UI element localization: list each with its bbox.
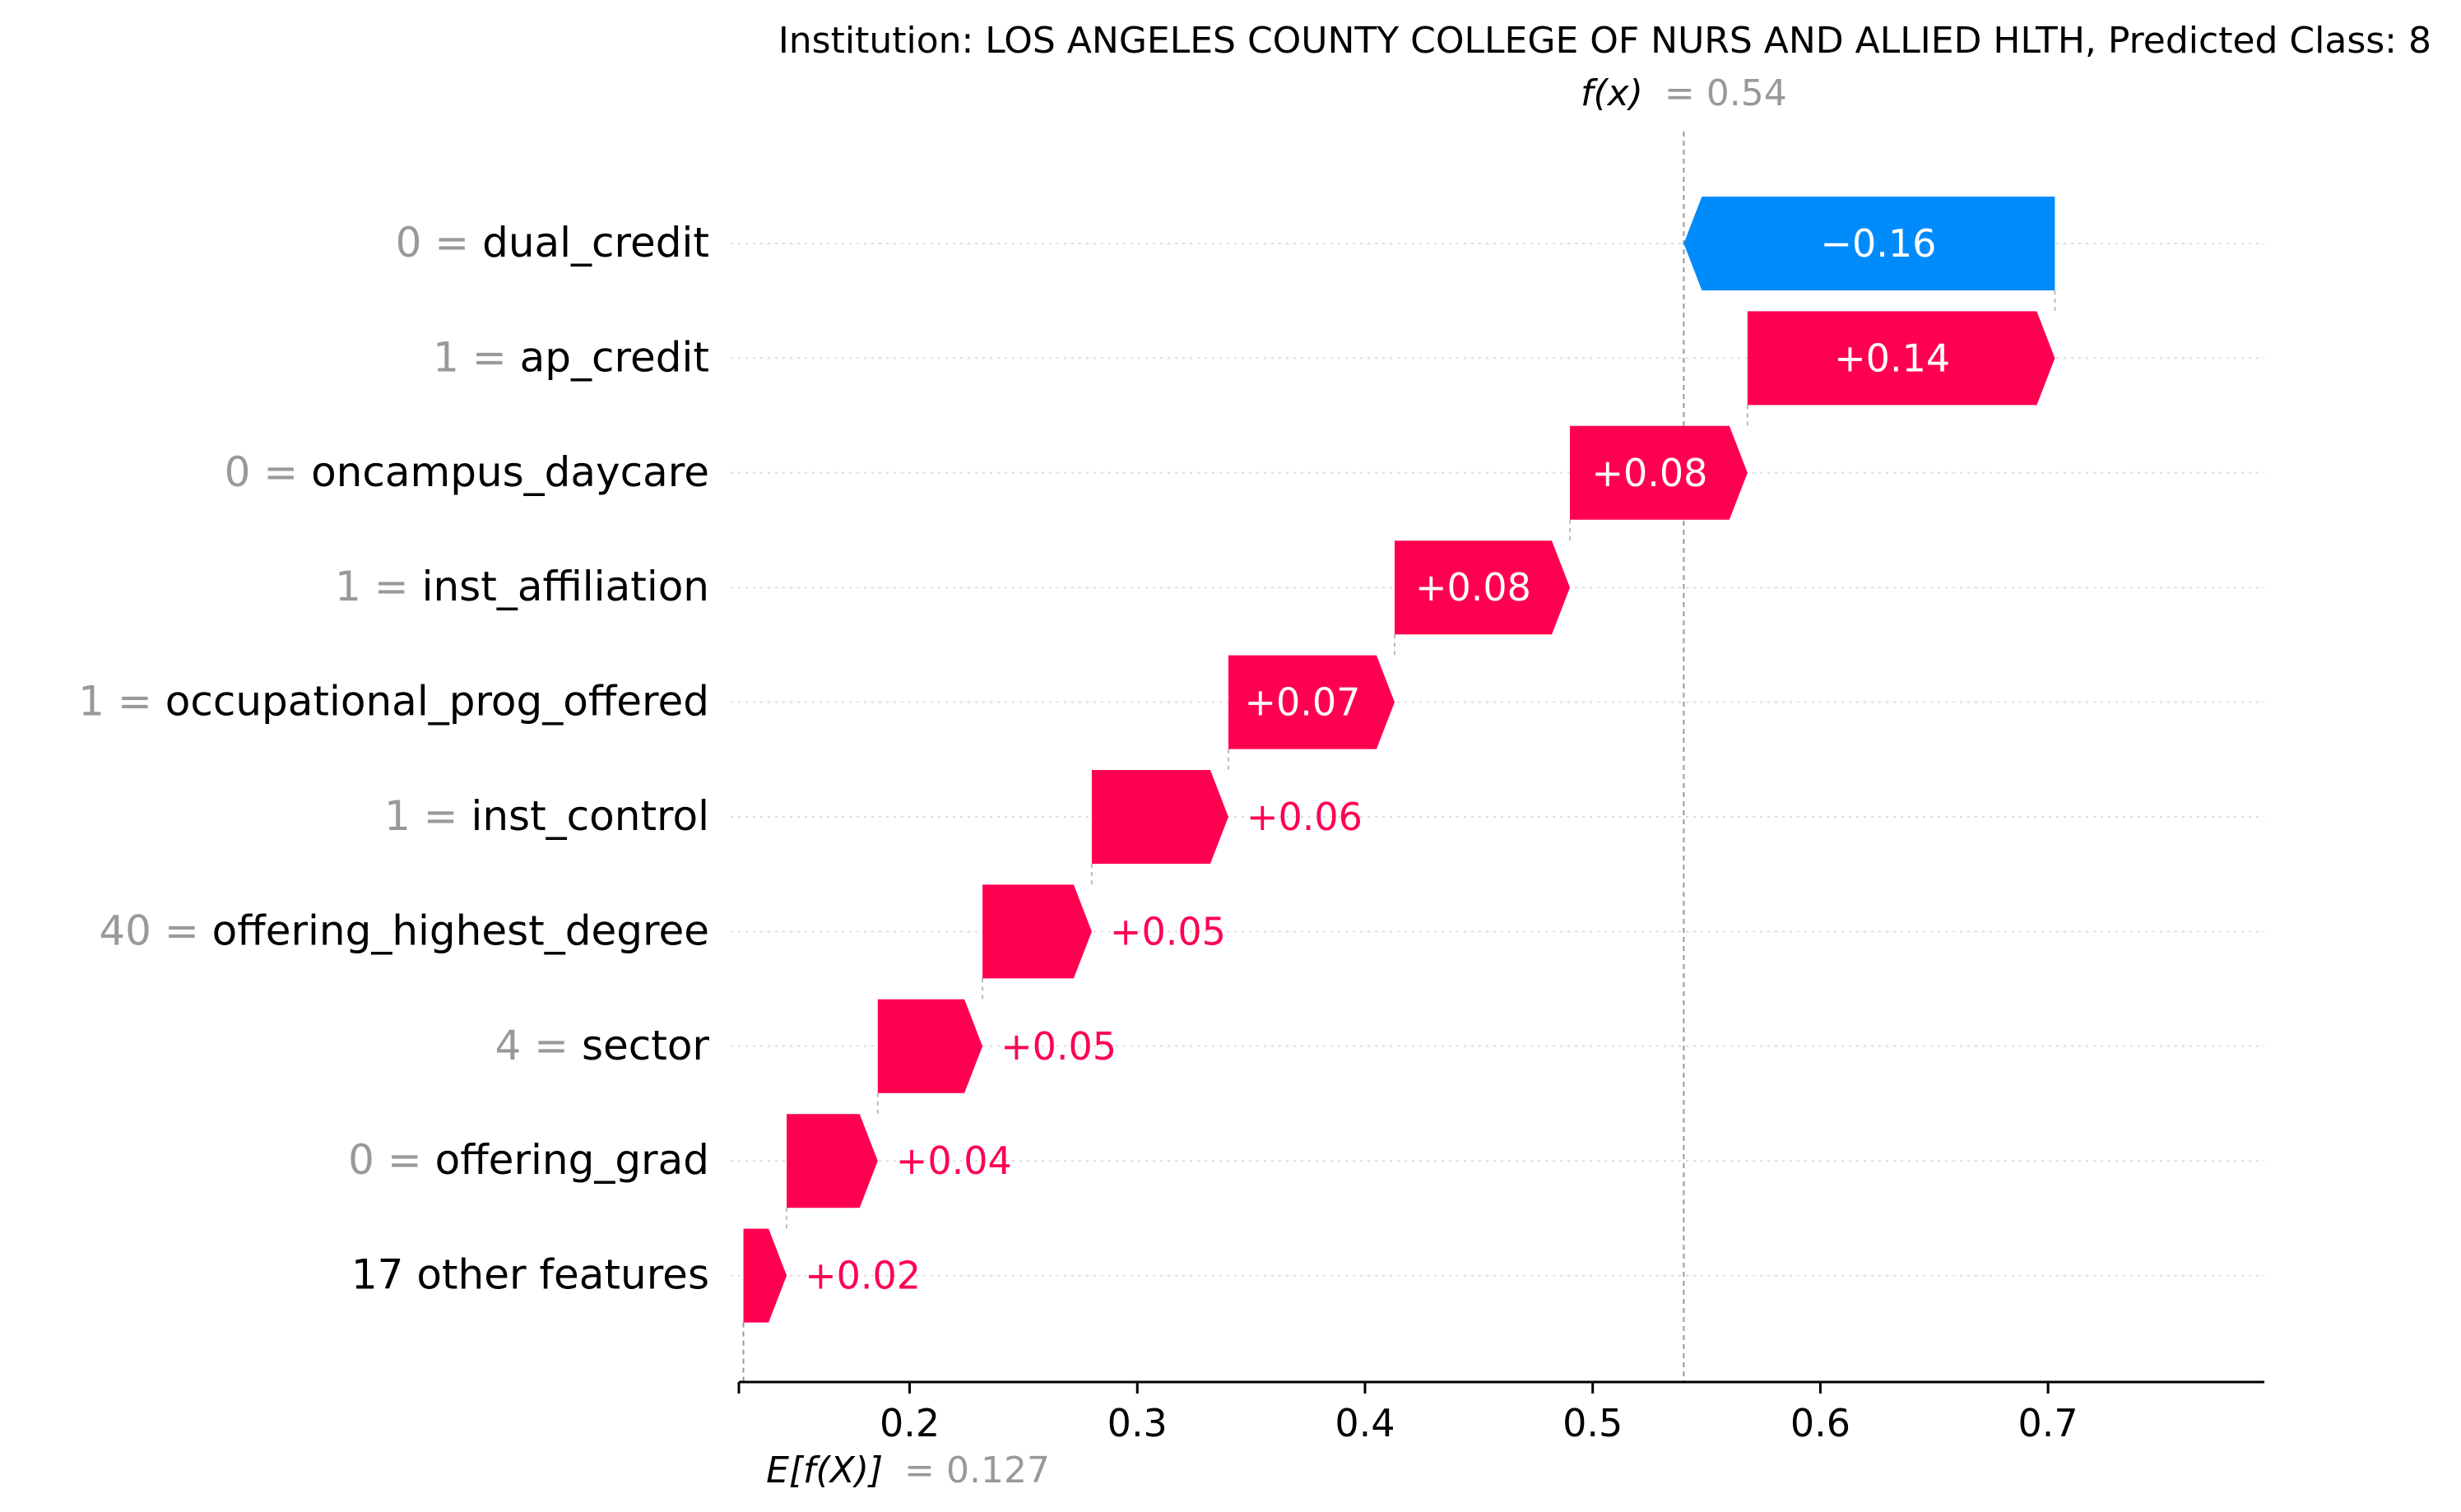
x-tick-label: 0.6 [1790, 1401, 1850, 1445]
feature-value: 0 = [348, 1136, 435, 1184]
fx-value: = 0.54 [1665, 72, 1787, 114]
feature-value: 0 = [396, 219, 483, 267]
feature-value: 1 = [433, 333, 520, 381]
feature-name: occupational_prog_offered [165, 678, 709, 726]
x-tick-label: 0.5 [1563, 1401, 1623, 1445]
feature-name: 17 other features [351, 1251, 709, 1299]
feature-label: 17 other features [351, 1251, 709, 1299]
feature-name: offering_highest_degree [212, 907, 709, 954]
x-ticks: 0.2 0.3 0.4 0.5 0.6 0.7 [737, 1382, 2078, 1445]
bar-value-label: +0.04 [896, 1139, 1012, 1183]
chart-title: Institution: LOS ANGELES COUNTY COLLEGE … [778, 20, 2431, 62]
x-tick-label: 0.2 [880, 1401, 940, 1445]
positive-bar [743, 1228, 787, 1323]
positive-bar [877, 999, 983, 1093]
fx-annotation: f(x) = 0.54 [1581, 72, 1787, 114]
feature-name: inst_control [471, 792, 709, 840]
efx-annotation: E[f(X)] = 0.127 [766, 1449, 1050, 1491]
feature-name: dual_credit [482, 219, 709, 267]
feature-name: inst_affiliation [422, 563, 709, 610]
bar-value-label: +0.08 [1591, 451, 1707, 495]
bar-value-label: −0.16 [1820, 221, 1936, 266]
positive-bar [787, 1114, 878, 1208]
bar-value-label: +0.05 [1110, 909, 1226, 953]
positive-bar [1570, 425, 1748, 520]
feature-labels: 0 = dual_credit 1 = ap_credit 0 = oncampus… [78, 219, 709, 1299]
x-tick-label: 0.4 [1335, 1401, 1395, 1445]
bar-value-label: +0.06 [1247, 795, 1363, 839]
positive-bar [1394, 540, 1571, 635]
x-tick-label: 0.7 [2018, 1401, 2078, 1445]
bar-value-label: +0.02 [805, 1254, 921, 1298]
positive-bar [1091, 770, 1228, 864]
connector-lines [786, 290, 2056, 1229]
feature-name: ap_credit [520, 333, 709, 381]
feature-value: 1 = [335, 563, 422, 610]
feature-value: 1 = [78, 678, 165, 726]
efx-value: = 0.127 [904, 1449, 1050, 1491]
positive-bar [982, 884, 1092, 979]
x-tick-label: 0.3 [1107, 1401, 1168, 1445]
feature-value: 40 = [99, 907, 211, 954]
feature-label: 1 = ap_credit [433, 333, 709, 381]
feature-label: 1 = occupational_prog_offered [78, 678, 709, 726]
feature-value: 4 = [495, 1022, 582, 1069]
bar-value-label: +0.07 [1244, 680, 1360, 725]
positive-bar [1228, 655, 1395, 749]
feature-name: oncampus_daycare [311, 448, 709, 496]
fx-label: f(x) [1581, 72, 1643, 114]
feature-label: 1 = inst_control [384, 792, 709, 840]
feature-name: sector [582, 1022, 709, 1069]
feature-value: 0 = [225, 448, 312, 496]
bar-value-label: +0.08 [1415, 565, 1531, 610]
feature-label: 1 = inst_affiliation [335, 563, 709, 610]
feature-label: 4 = sector [495, 1022, 709, 1069]
feature-label: 40 = offering_highest_degree [99, 907, 709, 954]
feature-label: 0 = offering_grad [348, 1136, 709, 1184]
feature-label: 0 = oncampus_daycare [225, 448, 709, 496]
efx-label: E[f(X)] [766, 1449, 883, 1491]
feature-label: 0 = dual_credit [396, 219, 709, 267]
feature-value: 1 = [384, 792, 471, 840]
bars: −0.16 +0.14 +0.08 +0.08 +0.07 +0.06 +0.05 +0.05… [743, 197, 2055, 1323]
negative-bar [1683, 197, 2055, 290]
bar-value-label: +0.14 [1834, 336, 1950, 380]
positive-bar [1747, 311, 2055, 406]
bar-value-label: +0.05 [1001, 1024, 1117, 1069]
feature-name: offering_grad [435, 1136, 709, 1184]
